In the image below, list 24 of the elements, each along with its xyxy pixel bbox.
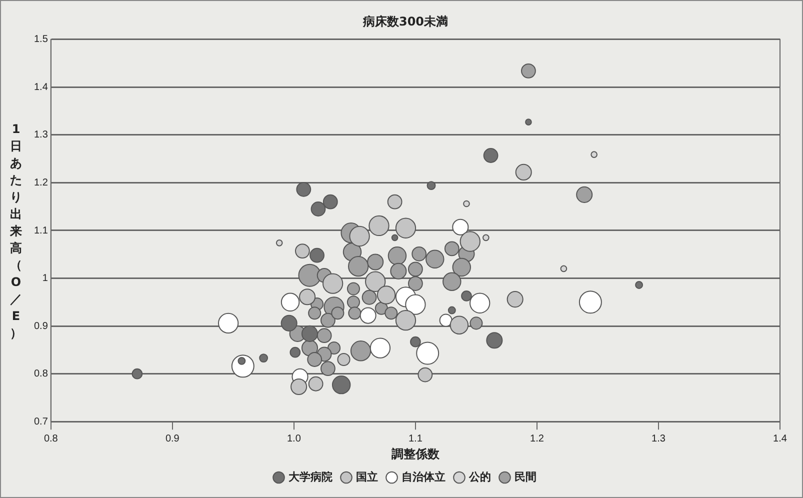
chart-title: 病床数300未満: [362, 14, 448, 28]
x-tick-label: 1.2: [530, 433, 544, 444]
text: 1日あたり出来高（O／E）: [10, 122, 22, 340]
x-axis-title: 調整係数: [390, 446, 440, 461]
x-tick-label: 0.8: [44, 433, 58, 444]
y-tick-label: 1.1: [34, 225, 48, 236]
x-tick-label: 1.4: [773, 433, 788, 444]
x-tick-label: 1.1: [408, 433, 423, 444]
y-tick-label: 0.9: [34, 320, 48, 332]
legend-label: 公的: [468, 470, 491, 484]
y-tick-label: 0.8: [34, 368, 48, 380]
y-tick-label: 0.7: [34, 416, 48, 428]
y-tick-label: 1: [42, 273, 48, 284]
legend-label: 民間: [514, 470, 536, 484]
legend-label: 大学病院: [288, 470, 332, 484]
y-tick-label: 1.3: [34, 130, 48, 141]
y-tick-label: 1.4: [34, 82, 48, 93]
legend-label: 国立: [356, 470, 378, 484]
x-tick-label: 1.0: [286, 433, 302, 444]
y-tick-label: 1.5: [34, 34, 48, 46]
x-tick-label: 0.9: [165, 433, 180, 444]
y-tick-label: 1.2: [34, 177, 48, 188]
legend-label: 自治体立: [401, 470, 446, 484]
x-tick-label: 1.3: [652, 433, 666, 444]
